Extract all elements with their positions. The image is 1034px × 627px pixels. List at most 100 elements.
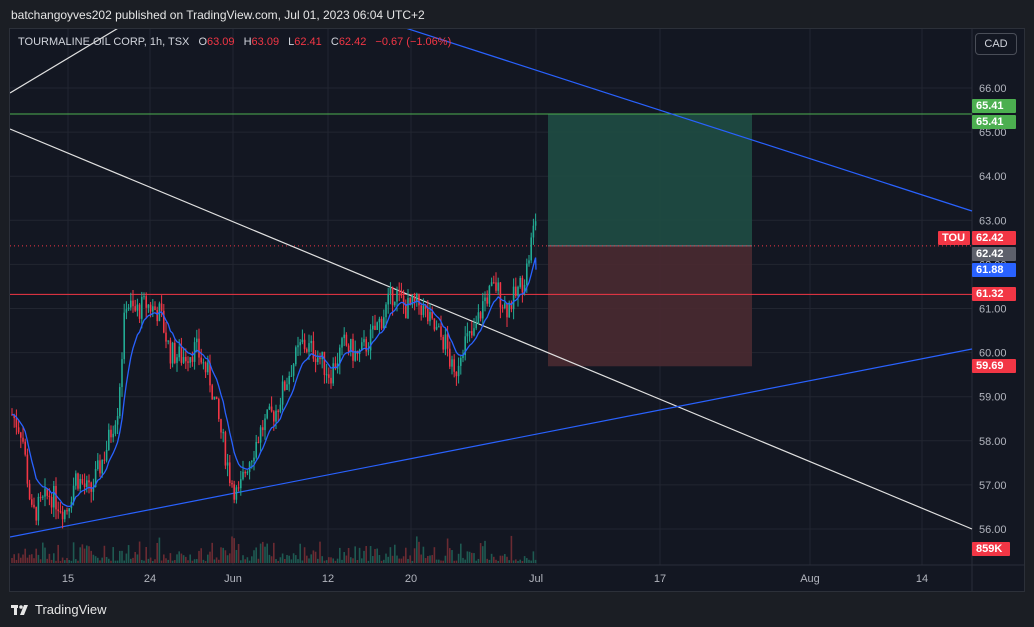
volume-bar (365, 546, 367, 563)
candle (169, 340, 172, 364)
volume-bar (523, 556, 526, 563)
x-tick-label: 24 (144, 573, 156, 585)
volume-bar (281, 553, 284, 563)
volume-bar (418, 541, 420, 563)
candle (204, 362, 207, 373)
candle (61, 511, 64, 520)
candle (251, 461, 253, 463)
candle (479, 312, 482, 319)
candle (264, 418, 266, 431)
symbol-tag: TOU (938, 230, 970, 245)
y-tick-label: 63.00 (979, 215, 1007, 227)
candle (462, 355, 464, 358)
candle (156, 310, 158, 322)
volume-bar (152, 560, 154, 563)
volume-bar (308, 558, 310, 563)
currency-button[interactable]: CAD (975, 33, 1017, 55)
candle (42, 496, 44, 498)
stop-zone (548, 245, 752, 367)
candle (374, 325, 376, 330)
candle (473, 328, 475, 336)
candle (490, 282, 493, 287)
candle (453, 359, 455, 372)
candle (413, 295, 416, 302)
candle (259, 427, 262, 443)
volume-bar (275, 559, 277, 563)
candle (182, 356, 185, 363)
candle (75, 473, 77, 486)
volume-bar (387, 556, 389, 563)
volume-bar (482, 546, 484, 563)
volume-bar (255, 547, 257, 563)
volume-bar (405, 547, 407, 563)
volume-bar (191, 560, 194, 563)
chart-canvas[interactable]: 66.0065.0064.0063.0062.0061.0060.0059.00… (10, 29, 1025, 592)
volume-bar (202, 559, 205, 563)
volume-bar (81, 544, 84, 563)
volume-bar (64, 560, 66, 563)
volume-bar (354, 546, 356, 563)
candle (145, 296, 147, 308)
volume-bar (363, 550, 365, 563)
volume-bar (462, 557, 464, 563)
candle (475, 323, 477, 329)
volume-bar (431, 555, 433, 563)
volume-bar (284, 559, 286, 563)
legend-high-label: H (243, 36, 252, 48)
candle (66, 510, 68, 512)
volume-bar (361, 558, 363, 563)
volume-bar (251, 556, 253, 563)
volume-bar (358, 547, 361, 563)
volume-bar (532, 551, 535, 563)
volume-bar (420, 554, 422, 563)
candle (105, 449, 108, 461)
volume-bar (521, 560, 524, 563)
candle (37, 496, 40, 521)
volume-bar (231, 536, 233, 563)
candle (218, 398, 220, 420)
volume-bar (11, 557, 13, 563)
candle (53, 486, 55, 508)
volume-bar (519, 559, 521, 563)
candle (332, 363, 334, 384)
candle (328, 374, 330, 378)
volume-bar (449, 548, 451, 563)
tradingview-logo[interactable]: TradingView (11, 602, 107, 617)
candle (165, 332, 167, 342)
candle (530, 237, 532, 261)
volume-bar (295, 555, 297, 563)
candle (391, 286, 394, 306)
volume-bar (486, 558, 488, 563)
volume-bar (490, 553, 493, 563)
volume-bar (178, 551, 180, 563)
candle (508, 302, 510, 318)
volume-bar (440, 560, 442, 563)
legend-change: −0.67 (−1.06%) (375, 36, 452, 48)
candle (242, 471, 244, 480)
volume-bar (123, 560, 125, 563)
volume-bar (149, 557, 152, 563)
volume-bar (506, 556, 508, 563)
volume-bar (345, 555, 348, 563)
candle (112, 433, 114, 438)
candle (92, 486, 95, 492)
volume-bar (488, 559, 491, 563)
volume-bar (240, 560, 242, 563)
volume-bar (299, 543, 301, 563)
candle (141, 296, 143, 319)
candle (317, 357, 319, 363)
candle (363, 339, 365, 343)
volume-bar (435, 559, 438, 563)
volume-bar (204, 560, 207, 563)
volume-bar (167, 559, 169, 563)
legend-low-label: L (288, 36, 295, 48)
candle (35, 507, 37, 521)
volume-bar (455, 560, 458, 563)
chart-pane[interactable]: 66.0065.0064.0063.0062.0061.0060.0059.00… (9, 28, 1025, 592)
legend-symbol: TOURMALINE OIL CORP, 1h, TSX (18, 36, 190, 48)
candle (339, 347, 341, 364)
candle (493, 282, 495, 284)
candle (303, 339, 306, 350)
volume-bar (460, 543, 462, 563)
candle (187, 361, 189, 363)
